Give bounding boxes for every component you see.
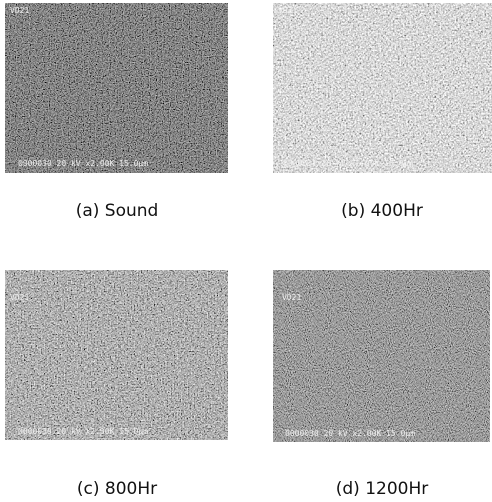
panel: VD21 0000030 20 kV x2.00K 15.0µm (c) 800… — [5, 270, 228, 499]
caption: (b) 400Hr — [341, 201, 423, 221]
sem-info: 0000030 20 kV x2.00K 15.0µm — [285, 429, 415, 438]
sample-id: VD21 — [10, 6, 29, 15]
sem-info: 0000031 20 kV x2.00K 15.0µm — [283, 159, 413, 168]
sem-texture — [5, 3, 228, 173]
sem-info: 0000030 20 kV x2.00K 15.0µm — [18, 159, 148, 168]
caption: (d) 1200Hr — [336, 479, 429, 499]
sem-info: 0000030 20 kV x2.00K 15.0µm — [18, 427, 148, 436]
caption: (a) Sound — [76, 201, 159, 221]
sample-id: VD21 — [278, 6, 297, 15]
sample-id: VD21 — [10, 293, 29, 302]
sample-id: VD21 — [282, 293, 301, 302]
panel: VD21 0000030 20 kV x2.00K 15.0µm (a) Sou… — [5, 3, 228, 221]
sem-texture — [5, 270, 228, 440]
caption: (c) 800Hr — [77, 479, 157, 499]
panel: VD21 0000031 20 kV x2.00K 15.0µm (b) 400… — [273, 3, 492, 221]
sem-texture — [273, 270, 490, 442]
sem-texture — [273, 3, 492, 173]
panel: VD21 0000030 20 kV x2.00K 15.0µm (d) 120… — [273, 270, 490, 499]
